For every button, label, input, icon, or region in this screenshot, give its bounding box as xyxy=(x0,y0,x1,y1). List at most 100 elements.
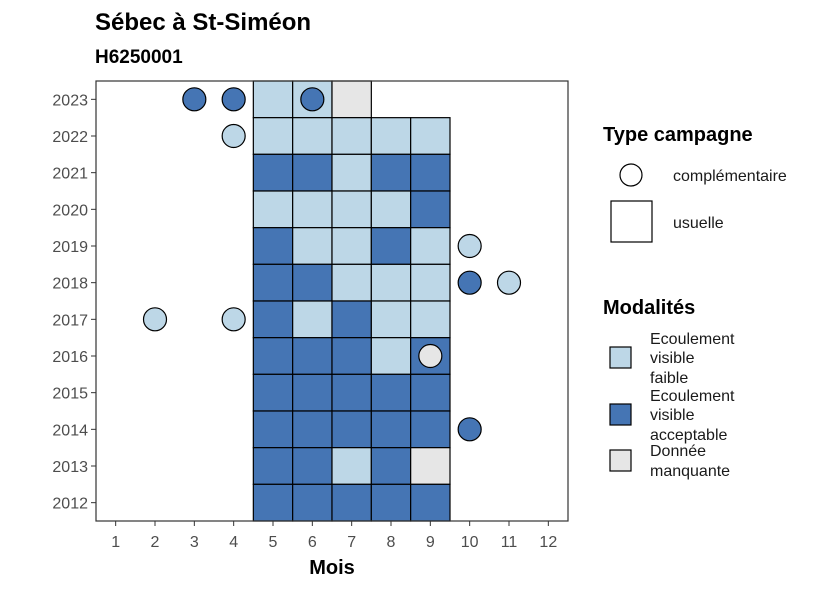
tile-2016-6 xyxy=(292,337,333,375)
legend-usuelle-label: usuelle xyxy=(673,215,724,232)
tile-2020-8 xyxy=(370,190,412,229)
tile-2014-9 xyxy=(410,410,451,449)
y-axis: 2012 2013 2014 2015 2016 2017 2018 2019 2020 2021… xyxy=(52,92,96,513)
tile-2021-8 xyxy=(370,153,412,192)
x-tick-label-5: 5 xyxy=(269,534,278,551)
x-tick-label-6: 6 xyxy=(308,534,317,551)
tile-2019-7 xyxy=(331,227,372,265)
tile-2019-6 xyxy=(292,227,333,265)
point-2017-2 xyxy=(142,307,168,332)
tile-2013-7 xyxy=(331,447,372,485)
legend-complementaire-label: complémentaire xyxy=(673,168,787,185)
y-tick-label-2016: 2016 xyxy=(52,349,88,366)
point-2017-4 xyxy=(221,307,246,332)
tile-2022-9 xyxy=(410,117,451,155)
legend-type-campagne: Type campagne complémentaire usuelle xyxy=(603,124,787,243)
tile-2018-8 xyxy=(370,263,412,302)
x-tick-label-1: 1 xyxy=(111,534,120,551)
point-2014-10 xyxy=(457,417,482,442)
x-tick-label-11: 11 xyxy=(501,534,518,551)
legend-complementaire-symbol xyxy=(619,163,643,187)
tile-2014-8 xyxy=(370,410,412,449)
tile-2020-6 xyxy=(292,190,333,229)
tile-2020-5 xyxy=(252,190,294,229)
tile-2018-5 xyxy=(252,263,294,302)
point-2022-4 xyxy=(221,123,246,149)
tile-2018-6 xyxy=(292,263,333,302)
chart-subtitle: H6250001 xyxy=(95,47,183,68)
tile-2015-9 xyxy=(410,373,451,412)
y-tick-label-2017: 2017 xyxy=(52,312,88,329)
tile-2014-6 xyxy=(292,410,333,449)
tile-2013-6 xyxy=(292,447,333,485)
tile-2012-8 xyxy=(370,483,412,522)
tile-2016-5 xyxy=(252,337,294,375)
tile-2015-6 xyxy=(292,373,333,412)
tile-2017-8 xyxy=(370,300,412,339)
legend-manquante-label: Donnée manquante xyxy=(650,443,730,480)
tile-2023-7 xyxy=(331,80,372,119)
tile-2014-7 xyxy=(331,410,372,449)
tile-2012-9 xyxy=(410,483,451,522)
point-2023-3 xyxy=(182,87,207,112)
tile-2017-7 xyxy=(331,300,372,339)
y-tick-label-2022: 2022 xyxy=(52,129,88,146)
complementaire-points xyxy=(142,87,522,442)
tile-2015-7 xyxy=(331,373,372,412)
tile-2012-5 xyxy=(252,483,294,522)
tile-2017-5 xyxy=(252,300,294,339)
tile-2012-6 xyxy=(292,483,333,522)
tile-2016-7 xyxy=(331,337,372,375)
tile-2022-7 xyxy=(331,117,372,155)
legend-usuelle-symbol xyxy=(610,200,653,243)
tile-2021-9 xyxy=(410,153,451,192)
chart-title: Sébec à St-Siméon xyxy=(95,9,311,36)
point-2019-10 xyxy=(457,233,482,259)
legend-manquante-swatch xyxy=(609,449,632,472)
tile-2013-9 xyxy=(410,447,451,485)
tile-2018-7 xyxy=(331,263,372,302)
tile-2021-6 xyxy=(292,153,333,192)
tile-2016-8 xyxy=(370,337,412,375)
tile-2019-5 xyxy=(252,227,294,265)
y-tick-label-2020: 2020 xyxy=(52,202,88,219)
point-2023-4 xyxy=(221,87,246,112)
y-tick-label-2021: 2021 xyxy=(52,166,88,183)
tile-2017-9 xyxy=(410,300,451,339)
panel-border xyxy=(95,80,569,522)
y-tick-label-2023: 2023 xyxy=(52,92,88,109)
legend-acceptable-label: Ecoulement visible acceptable xyxy=(650,388,739,444)
tile-2012-7 xyxy=(331,483,372,522)
legend-acceptable-swatch xyxy=(609,403,632,426)
tile-2015-8 xyxy=(370,373,412,412)
legend-faible-label: Ecoulement visible faible xyxy=(650,331,739,387)
x-axis-title: Mois xyxy=(309,557,355,579)
plot-area xyxy=(95,80,569,522)
tile-2022-8 xyxy=(370,117,412,155)
x-tick-label-7: 7 xyxy=(347,534,356,551)
tile-2014-5 xyxy=(252,410,294,449)
tile-2018-9 xyxy=(410,263,451,302)
y-tick-label-2013: 2013 xyxy=(52,459,88,476)
tile-2013-8 xyxy=(370,447,412,485)
legend-modalites: Modalités Ecoulement visible faible Ecou… xyxy=(603,297,739,480)
tile-2022-6 xyxy=(292,117,333,155)
x-axis: 1 2 3 4 5 6 7 8 9 10 11 12 xyxy=(111,521,557,551)
point-2018-11 xyxy=(496,270,522,295)
tile-2013-5 xyxy=(252,447,294,485)
y-tick-label-2014: 2014 xyxy=(52,422,88,439)
tile-2019-8 xyxy=(370,227,412,265)
usuelle-tiles xyxy=(252,80,451,522)
y-tick-label-2015: 2015 xyxy=(52,386,88,403)
x-tick-label-10: 10 xyxy=(461,534,479,551)
x-tick-label-8: 8 xyxy=(387,534,396,551)
tile-2015-5 xyxy=(252,373,294,412)
y-tick-label-2018: 2018 xyxy=(52,276,88,293)
x-tick-label-2: 2 xyxy=(151,534,160,551)
point-2023-6 xyxy=(300,87,325,112)
tile-2022-5 xyxy=(252,117,294,155)
legend-campaign-title: Type campagne xyxy=(603,124,753,146)
legend-faible-swatch xyxy=(609,346,632,369)
x-tick-label-12: 12 xyxy=(539,534,557,551)
